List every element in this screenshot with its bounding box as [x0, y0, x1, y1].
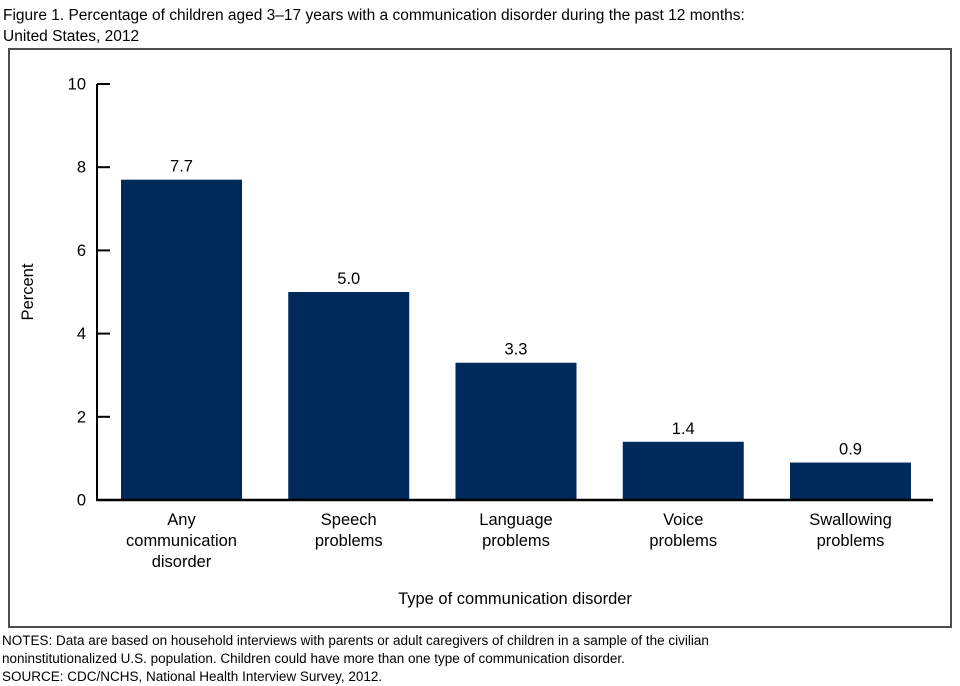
x-category-label: problems [817, 532, 885, 550]
y-tick-label: 8 [77, 159, 86, 177]
x-category-label: Swallowing [809, 511, 892, 529]
bar-value-label: 5.0 [337, 270, 360, 288]
bar-value-label: 1.4 [672, 420, 695, 438]
bar [121, 179, 242, 500]
y-tick-label: 6 [77, 242, 86, 260]
x-category-label: communication [126, 532, 237, 550]
figure-notes: NOTES: Data are based on household inter… [2, 632, 952, 686]
figure-title: Figure 1. Percentage of children aged 3–… [3, 5, 953, 47]
y-tick-label: 10 [68, 76, 86, 94]
y-tick-label: 2 [77, 408, 86, 426]
notes-line3: SOURCE: CDC/NCHS, National Health Interv… [2, 669, 383, 684]
x-category-label: disorder [152, 553, 212, 571]
x-category-label: Voice [663, 511, 703, 529]
notes-line1: NOTES: Data are based on household inter… [2, 633, 709, 648]
y-tick-label: 0 [77, 492, 86, 510]
y-axis-title: Percent [19, 263, 37, 320]
bar-value-label: 0.9 [839, 441, 862, 459]
x-category-label: problems [482, 532, 550, 550]
x-category-label: Speech [321, 511, 377, 529]
bar-value-label: 7.7 [170, 158, 193, 176]
bar [288, 292, 410, 500]
bar [790, 462, 911, 500]
figure-title-line1: Figure 1. Percentage of children aged 3–… [3, 7, 745, 24]
bar [622, 441, 744, 500]
notes-line2: noninstitutionalized U.S. population. Ch… [2, 651, 625, 666]
x-axis-title: Type of communication disorder [398, 590, 632, 608]
y-tick-label: 4 [77, 325, 86, 343]
x-category-label: problems [315, 532, 383, 550]
figure-title-line2: United States, 2012 [3, 28, 140, 45]
bar-value-label: 3.3 [505, 341, 528, 359]
x-category-label: Any [167, 511, 196, 529]
bar [455, 362, 577, 500]
x-category-label: Language [479, 511, 552, 529]
x-category-label: problems [649, 532, 717, 550]
